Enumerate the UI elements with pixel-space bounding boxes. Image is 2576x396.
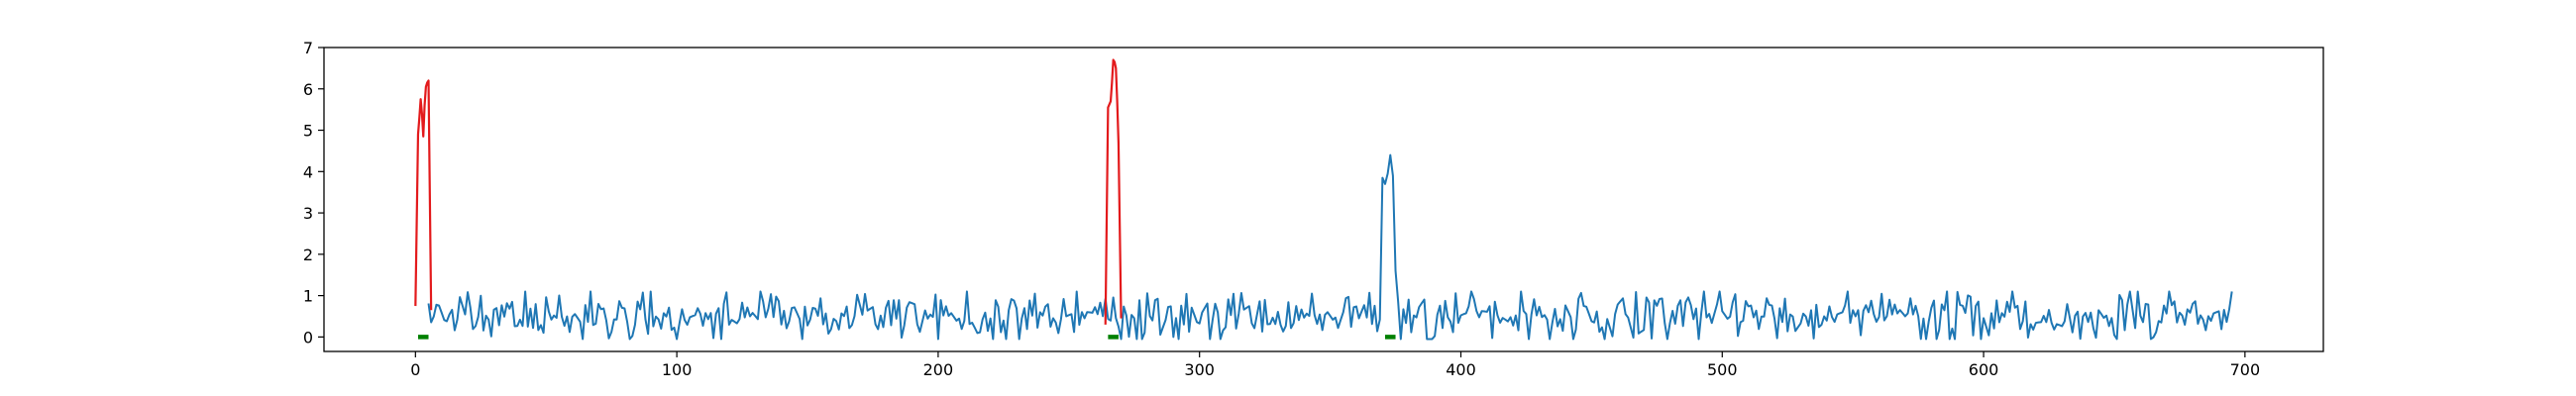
highlight-segment-1: [414, 79, 433, 311]
x-tick-label-300: 300: [1184, 360, 1215, 379]
axes-frame: [323, 47, 2324, 352]
x-tick-label-600: 600: [1969, 360, 1999, 379]
y-tick-label-0: 0: [303, 328, 313, 346]
plot-layer: [414, 58, 2233, 341]
y-tick-label-1: 1: [303, 287, 313, 306]
y-tick-label-4: 4: [303, 162, 313, 181]
highlight-segment-2: [1104, 58, 1123, 325]
y-tick-label-2: 2: [303, 246, 313, 264]
x-tick-label-700: 700: [2230, 360, 2261, 379]
y-tick-label-3: 3: [303, 204, 313, 223]
y-tick-label-7: 7: [303, 39, 313, 57]
x-tick-label-500: 500: [1707, 360, 1738, 379]
x-tick-label-200: 200: [923, 360, 954, 379]
tick-layer: 0 100 200 300 400 500 600 700 0 1 2 3 4 5 6 7: [303, 39, 2260, 379]
x-tick-label-0: 0: [410, 360, 420, 379]
y-tick-label-5: 5: [303, 122, 313, 141]
x-tick-label-100: 100: [662, 360, 693, 379]
y-tick-label-6: 6: [303, 80, 313, 99]
signal-line: [427, 153, 2233, 341]
x-tick-label-400: 400: [1446, 360, 1476, 379]
